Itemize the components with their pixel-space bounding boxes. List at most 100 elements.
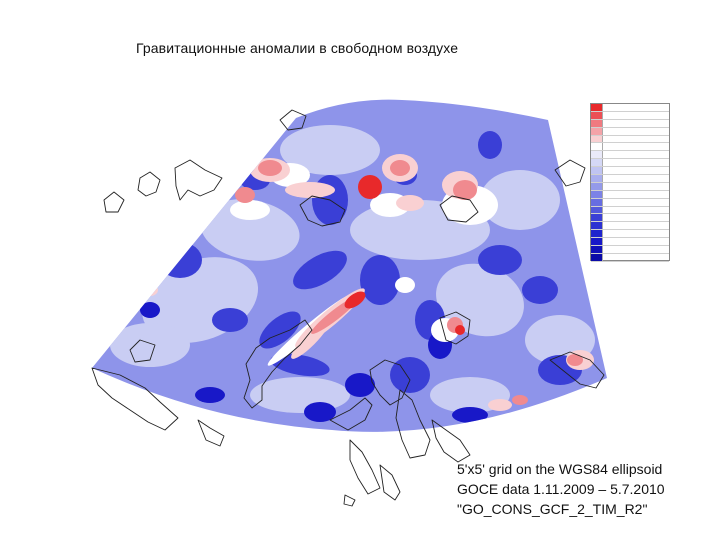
data-source-caption: 5'x5' grid on the WGS84 ellipsoid GOCE d… (457, 459, 665, 519)
anomaly-patch (360, 255, 400, 305)
coastline-segment (279, 109, 307, 131)
anomaly-patch (259, 311, 301, 349)
legend-row (591, 119, 669, 128)
coastlines (91, 109, 605, 507)
legend-swatch (591, 111, 603, 119)
goce-period-text: GOCE data 1.11.2009 – 5.7.2010 (457, 481, 665, 497)
legend-swatch (591, 127, 603, 135)
anomaly-patch (522, 276, 558, 304)
legend-swatch (591, 246, 603, 253)
anomaly-patch (453, 180, 477, 200)
legend-swatch (591, 143, 603, 151)
coastline-segment (299, 195, 346, 227)
anomaly-patch (212, 308, 248, 332)
legend-swatch (591, 175, 603, 182)
color-legend (590, 103, 670, 262)
coastline-segment (369, 359, 411, 406)
field-background (92, 99, 607, 432)
anomaly-patch (140, 302, 160, 318)
anomaly-patch (455, 325, 465, 335)
legend-swatch (591, 159, 603, 167)
anomaly-patch (478, 245, 522, 275)
legend-swatch (591, 206, 603, 214)
coastline-segment (431, 419, 471, 463)
legend-row (591, 253, 669, 262)
coastline-segment (395, 389, 431, 459)
legend-swatch (591, 253, 603, 261)
legend-row (591, 143, 669, 152)
anomaly-patch (452, 407, 488, 423)
anomaly-patch (344, 291, 366, 309)
legend-swatch (591, 119, 603, 127)
anomaly-patch (358, 175, 382, 199)
anomaly-patch (567, 354, 583, 366)
legend-swatch (591, 151, 603, 159)
coastline-segment (174, 159, 223, 201)
coastline-segment (439, 311, 471, 345)
anomaly-patch (345, 373, 375, 397)
legend-row (591, 151, 669, 160)
anomaly-patch (395, 277, 415, 293)
anomaly-patch (235, 187, 255, 203)
legend-swatch (591, 182, 603, 190)
legend-row (591, 198, 669, 207)
legend-row (591, 214, 669, 223)
coastline-segment (243, 319, 313, 409)
legend-swatch (591, 230, 603, 238)
coastline-segment (349, 439, 381, 495)
coastline-segment (379, 464, 401, 501)
anomaly-patch (285, 182, 335, 198)
legend-swatch (591, 167, 603, 175)
anomaly-patch (110, 323, 190, 367)
anomaly-patch (230, 200, 270, 220)
legend-swatch (591, 238, 603, 246)
grid-info-text: 5'x5' grid on the WGS84 ellipsoid (457, 461, 663, 477)
anomaly-patch (304, 402, 336, 422)
legend-row (591, 238, 669, 247)
map-title: Гравитационные аномалии в свободном возд… (136, 40, 459, 56)
coastline-segment (329, 397, 373, 431)
anomaly-patch (200, 199, 300, 261)
coastline-segment (91, 367, 179, 431)
anomaly-patch (293, 250, 347, 290)
legend-swatch (591, 222, 603, 230)
legend-row (591, 230, 669, 239)
legend-row (591, 190, 669, 199)
legend-row (591, 159, 669, 168)
anomaly-patch (142, 284, 158, 296)
anomaly-patch (270, 353, 330, 377)
model-name-text: "GO_CONS_GCF_2_TIM_R2" (457, 501, 648, 517)
coastline-segment (343, 494, 356, 507)
legend-row (591, 111, 669, 120)
legend-swatch (591, 190, 603, 198)
coastline-segment (197, 419, 225, 447)
legend-row (591, 135, 669, 144)
legend-swatch (591, 135, 603, 143)
anomaly-patch (195, 387, 225, 403)
legend-swatch (591, 104, 603, 111)
anomaly-patch (390, 357, 430, 393)
anomaly-patch (396, 195, 424, 211)
coastline-segment (439, 195, 479, 223)
legend-row (591, 127, 669, 136)
anomaly-field (92, 99, 607, 432)
coastline-segment (103, 191, 125, 213)
coastline-segment (137, 171, 161, 197)
coastline-segment (129, 339, 156, 363)
legend-row (591, 104, 669, 112)
anomaly-patch (390, 160, 410, 176)
legend-row (591, 182, 669, 191)
anomaly-patch (158, 242, 202, 278)
legend-row (591, 175, 669, 183)
anomaly-patch (488, 399, 512, 411)
anomaly-patch (478, 131, 502, 159)
legend-row (591, 246, 669, 254)
anomaly-patch (280, 125, 380, 175)
coastline-segment (549, 351, 605, 389)
legend-swatch (591, 198, 603, 206)
legend-row (591, 222, 669, 231)
legend-row (591, 167, 669, 176)
legend-row (591, 206, 669, 215)
anomaly-patch (480, 170, 560, 230)
